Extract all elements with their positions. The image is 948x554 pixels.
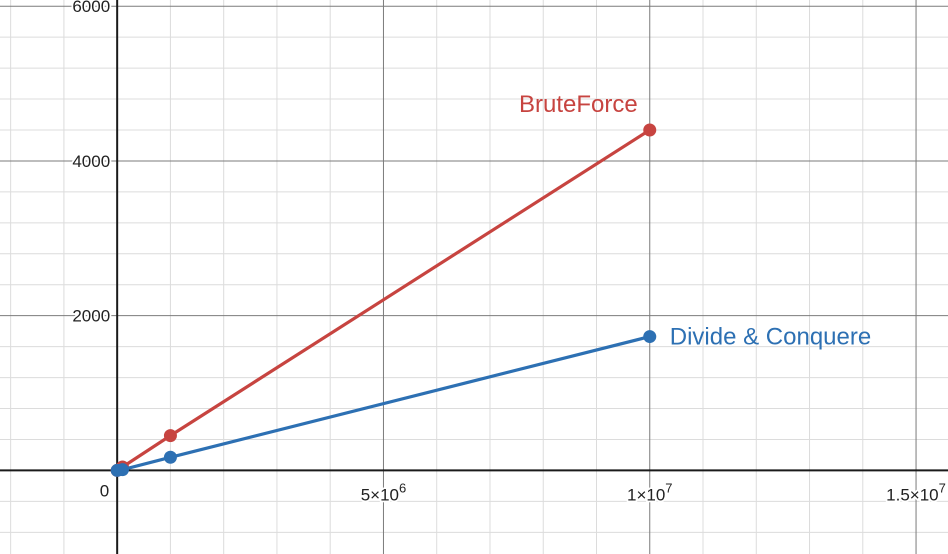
data-point[interactable] xyxy=(643,123,657,137)
series-labels: BruteForce Divide & Conquere xyxy=(519,91,871,351)
x-tick-label: 5×106 xyxy=(361,480,407,504)
tick-labels: 0 5×106 1×107 1.5×107 2000 4000 6000 xyxy=(71,0,948,506)
data-point[interactable] xyxy=(163,450,177,464)
x-tick-label: 1×107 xyxy=(627,480,673,504)
series-label: BruteForce xyxy=(519,91,638,118)
series-label: Divide & Conquere xyxy=(670,324,871,351)
y-tick-label: 6000 xyxy=(72,0,110,16)
x-tick-label: 1.5×107 xyxy=(886,480,946,504)
data-point[interactable] xyxy=(115,463,129,477)
data-point[interactable] xyxy=(643,330,657,344)
series xyxy=(110,123,657,477)
y-tick-label: 4000 xyxy=(72,152,110,171)
data-point[interactable] xyxy=(163,429,177,443)
origin-label: 0 xyxy=(100,481,109,500)
y-tick-label: 2000 xyxy=(72,307,110,326)
